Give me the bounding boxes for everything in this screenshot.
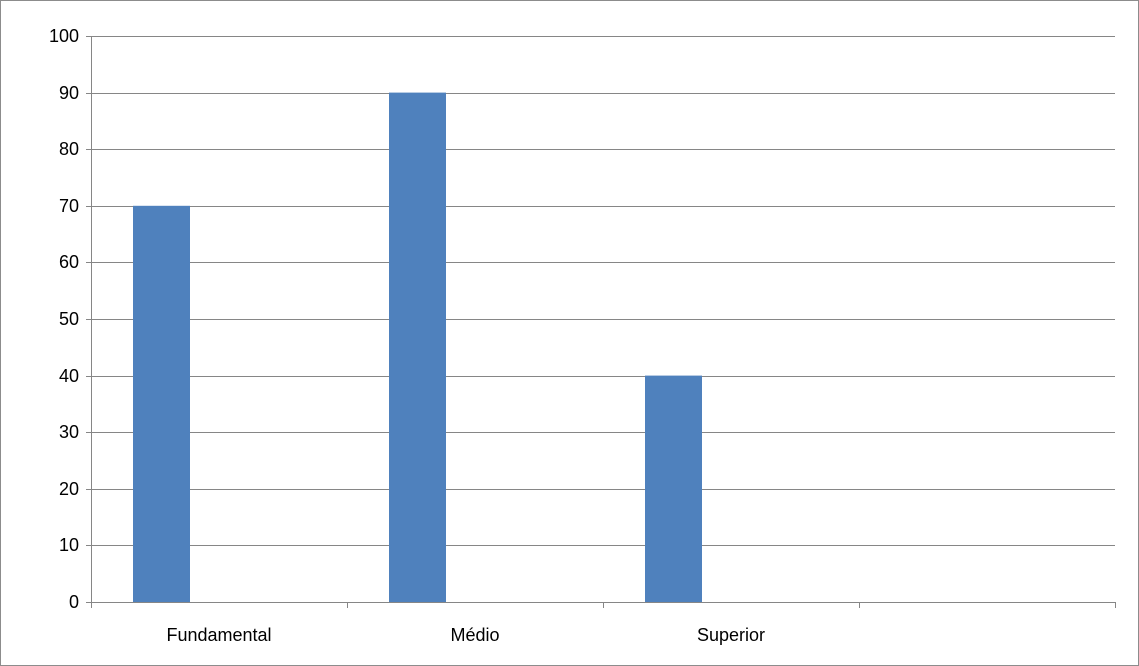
y-tick-label: 20 bbox=[59, 479, 79, 499]
y-tick-label: 40 bbox=[59, 366, 79, 386]
bar-médio bbox=[389, 92, 446, 602]
y-tick-label: 60 bbox=[59, 252, 79, 272]
x-tick-label: Superior bbox=[697, 625, 765, 645]
y-tick-label: 70 bbox=[59, 196, 79, 216]
bar-superior bbox=[645, 375, 702, 602]
y-tick-label: 10 bbox=[59, 535, 79, 555]
x-tick-label: Médio bbox=[450, 625, 499, 645]
gridlines bbox=[91, 36, 1115, 546]
x-tick-label: Fundamental bbox=[166, 625, 271, 645]
y-tick-label: 30 bbox=[59, 422, 79, 442]
y-tick-label: 0 bbox=[69, 592, 79, 612]
y-tick-label: 50 bbox=[59, 309, 79, 329]
y-tick-label: 100 bbox=[49, 26, 79, 46]
y-tick-label: 80 bbox=[59, 139, 79, 159]
y-tick-labels: 0 10 20 30 40 50 60 70 80 90 100 bbox=[49, 26, 79, 612]
y-tick-label: 90 bbox=[59, 83, 79, 103]
bar-fundamental bbox=[133, 205, 190, 603]
axes bbox=[86, 36, 1116, 608]
x-tick-labels: Fundamental Médio Superior bbox=[166, 625, 765, 645]
bars bbox=[133, 92, 702, 603]
